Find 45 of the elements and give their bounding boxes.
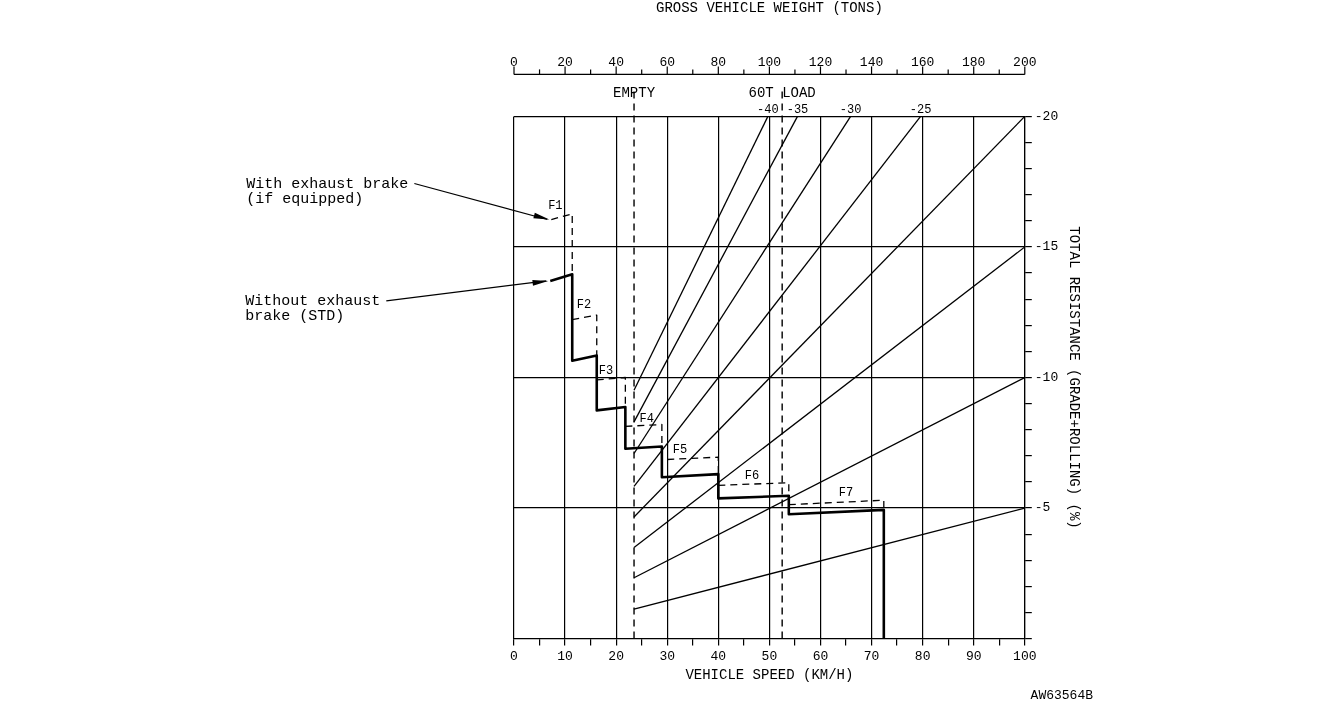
x-tick-label: 0 — [510, 648, 518, 664]
x2-tick-label: 140 — [859, 55, 884, 71]
annotation: -35 — [786, 102, 809, 117]
x2-axis-title: GROSS VEHICLE WEIGHT (TONS) — [655, 0, 883, 17]
x-axis-title: VEHICLE SPEED (KM/H) — [685, 667, 854, 684]
y-tick-label: -20 — [1034, 108, 1059, 124]
x-tick-label: 10 — [557, 648, 573, 664]
annotation: -40 — [757, 102, 779, 117]
annotation: F5 — [672, 443, 688, 458]
annotation: F3 — [598, 363, 614, 378]
y-tick-label: -5 — [1034, 500, 1051, 516]
x2-tick-label: 80 — [710, 55, 727, 71]
x-tick-label: 60 — [812, 648, 829, 664]
text: Without exhaust brake (STD) — [245, 292, 381, 325]
x2-tick-label: 100 — [757, 55, 782, 71]
annotation: F6 — [744, 468, 760, 483]
x-tick-label: 90 — [965, 648, 982, 664]
x-tick-label: 80 — [914, 648, 931, 664]
x-tick-label: 30 — [659, 648, 676, 664]
y-axis-title: TOTAL RESISTANCE (GRADE+ROLLING) (%) — [1065, 226, 1082, 529]
x-tick-label: 70 — [863, 648, 880, 664]
ref-line-label: EMPTY — [613, 85, 656, 102]
x2-tick-label: 20 — [557, 55, 573, 71]
x2-tick-label: 40 — [608, 55, 624, 71]
x-tick-label: 40 — [710, 648, 727, 664]
ref-line-label: 60T LOAD — [748, 85, 816, 102]
annotation: F7 — [838, 486, 854, 501]
x2-tick-label: 120 — [808, 55, 833, 71]
y-tick-label: -10 — [1034, 369, 1059, 385]
x2-tick-label: 180 — [962, 55, 986, 71]
annotation: F1 — [548, 199, 563, 214]
y-tick-label: -15 — [1034, 239, 1059, 255]
annotation: F4 — [639, 411, 655, 426]
x2-tick-label: 60 — [659, 55, 676, 71]
annotation: -25 — [909, 102, 932, 117]
annotation: F2 — [576, 298, 592, 313]
text: AW63564B — [1030, 687, 1094, 703]
x2-tick-label: 160 — [910, 55, 935, 71]
x-tick-label: 50 — [761, 648, 778, 664]
annotation: -30 — [839, 102, 862, 117]
x-tick-label: 20 — [608, 648, 624, 664]
x2-tick-label: 0 — [510, 55, 518, 71]
text: With exhaust brake (if equipped) — [246, 175, 409, 208]
x-tick-label: 100 — [1013, 648, 1037, 664]
x2-tick-label: 200 — [1013, 55, 1037, 71]
